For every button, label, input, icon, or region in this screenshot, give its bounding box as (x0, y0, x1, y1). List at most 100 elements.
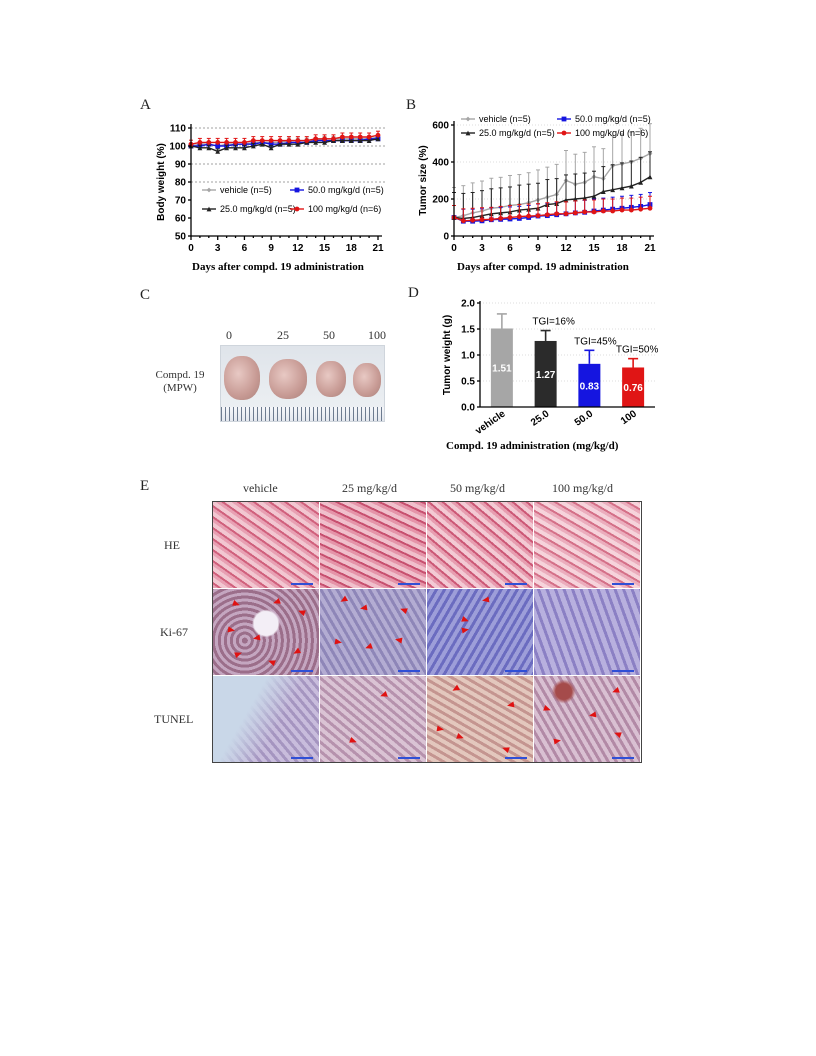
marker-arrow (252, 634, 261, 642)
he-25-image (320, 502, 426, 588)
data-point (295, 138, 301, 143)
legend-marker (206, 206, 212, 212)
marker-arrow (272, 597, 281, 607)
x-tick-label: 0 (451, 243, 457, 254)
ki67-vehicle-image (213, 589, 319, 675)
y-axis-title: Tumor size (%) (418, 145, 429, 215)
data-point (295, 141, 301, 147)
series-line (453, 207, 651, 222)
data-point (242, 145, 247, 151)
marker-arrow (227, 626, 236, 634)
panel-letter-b: B (406, 97, 417, 113)
y-tick-label: 70 (175, 196, 187, 207)
tunel-50-image (427, 676, 533, 762)
legend-label: 25.0 mg/kg/d (n=5) (479, 128, 555, 138)
data-point (591, 209, 597, 215)
marker-arrow (456, 732, 465, 742)
data-point (600, 208, 606, 214)
scale-bar (505, 670, 527, 672)
data-point (322, 136, 327, 142)
scale-bar (612, 583, 634, 585)
data-point (197, 140, 203, 145)
data-point (375, 136, 381, 142)
scale-bar (398, 670, 420, 672)
legend-marker (206, 187, 212, 193)
legend-label: 50.0 mg/kg/d (n=5) (575, 114, 651, 124)
marker-arrow (379, 690, 388, 700)
dose-label-25: 25 (277, 328, 289, 342)
col-head-50: 50 mg/kg/d (450, 481, 506, 495)
data-point (610, 187, 616, 193)
data-point (250, 138, 256, 143)
x-tick-label: 15 (588, 243, 600, 254)
marker-arrow (450, 684, 461, 694)
x-tick-label: 6 (507, 243, 513, 254)
scale-bar (612, 670, 634, 672)
panel-letter-d: D (408, 285, 419, 301)
ki67-50-image (427, 589, 533, 675)
series-line (190, 134, 379, 145)
data-point (366, 134, 372, 140)
scale-bar (398, 757, 420, 759)
histology-grid (212, 501, 642, 763)
data-point (357, 134, 363, 140)
y-tick-label: 1.5 (461, 325, 475, 336)
x-tick-label: 3 (479, 243, 485, 254)
marker-arrow (436, 725, 445, 733)
data-point (479, 217, 485, 223)
legend: vehicle (n=5) 50.0 mg/kg/d (n=5) 25.0 mg/k… (202, 185, 384, 214)
bar-value-label: 1.27 (536, 370, 556, 381)
tunel-100-image (534, 676, 640, 762)
series-line (190, 136, 379, 147)
x-tick-label: 25.0 (529, 408, 552, 428)
data-point (206, 140, 212, 145)
bar-value-label: 0.76 (623, 383, 643, 394)
data-point (619, 185, 625, 191)
marker-arrow (267, 657, 276, 667)
bar-value-label: 1.51 (492, 364, 512, 375)
dose-label-50: 50 (323, 328, 335, 342)
marker-arrow (611, 686, 620, 696)
data-point (628, 207, 634, 213)
series-group (188, 130, 381, 147)
data-point (647, 174, 653, 180)
data-point (554, 211, 560, 217)
data-point (277, 141, 283, 147)
tumor-100 (353, 363, 381, 397)
ki67-25-image (320, 589, 426, 675)
data-point (544, 212, 550, 218)
y-tick-label: 0 (443, 232, 449, 243)
data-point (259, 138, 265, 143)
y-tick-label: 100 (169, 142, 186, 153)
y-tick-label: 80 (175, 178, 187, 189)
col-head-100: 100 mg/kg/d (552, 481, 614, 495)
data-point (268, 141, 274, 147)
chart-b-x-label: Days after compd. 19 administration (457, 261, 629, 273)
data-point (516, 214, 522, 219)
x-tick-label: 15 (319, 243, 331, 254)
scale-bar (291, 583, 313, 585)
data-point (600, 189, 606, 194)
col-head-25: 25 mg/kg/d (342, 481, 398, 495)
marker-arrow (394, 636, 403, 644)
marker-arrow (588, 711, 597, 719)
data-point (215, 143, 221, 149)
x-tick-label: 12 (560, 243, 572, 254)
data-point (348, 138, 354, 143)
x-tick-label: 21 (372, 243, 384, 254)
scale-bar (291, 757, 313, 759)
x-tick-label: 18 (616, 243, 628, 254)
y-axis-title: Tumor weight (g) (442, 315, 453, 395)
row-head-ki67: Ki-67 (160, 625, 188, 639)
tgi-annotation: TGI=50% (616, 345, 659, 356)
data-point (582, 209, 588, 215)
tumor-photo (220, 345, 385, 422)
y-tick-label: 90 (175, 160, 187, 171)
data-point (215, 140, 221, 145)
y-tick-label: 600 (432, 121, 449, 132)
bar (490, 328, 513, 407)
x-tick-label: vehicle (473, 408, 507, 437)
tumor-0 (224, 356, 260, 400)
tunel-vehicle-image (213, 676, 319, 762)
y-tick-label: 0.0 (461, 403, 475, 414)
